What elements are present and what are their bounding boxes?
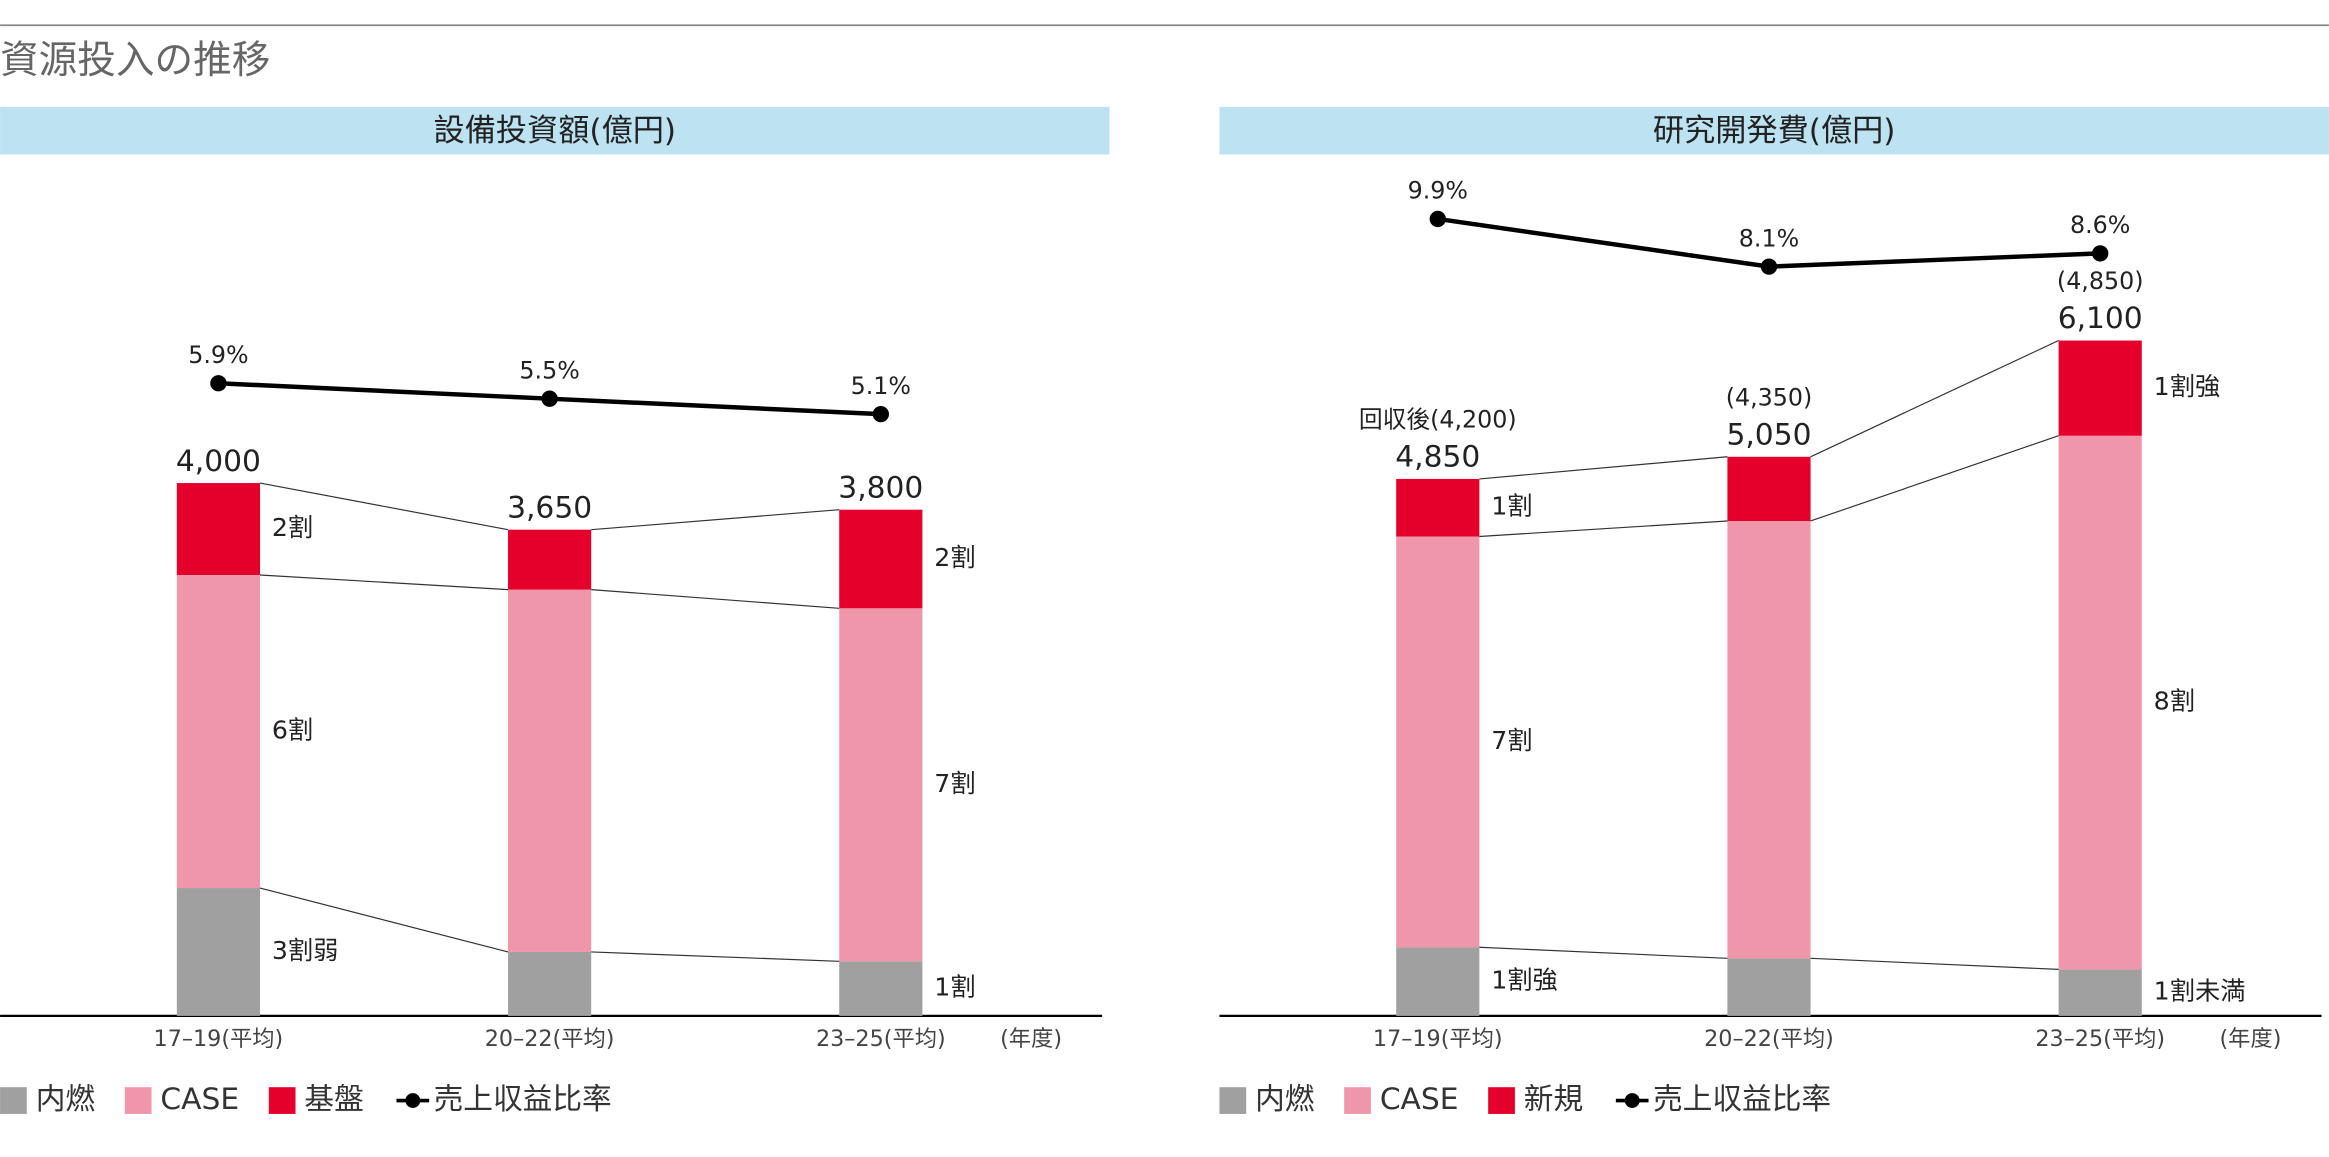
x-unit: (年度) xyxy=(2219,1026,2281,1052)
x-tick-label: 20–22(平均) xyxy=(485,1026,615,1052)
legend-label: CASE xyxy=(1380,1082,1459,1117)
legend-swatch xyxy=(1344,1087,1371,1114)
x-tick-label: 23–25(平均) xyxy=(2035,1026,2165,1052)
connector xyxy=(1479,946,1728,959)
connector xyxy=(591,509,840,531)
total-label: 4,850 xyxy=(1395,440,1480,475)
share-label: 1割 xyxy=(934,973,975,1002)
bar-segment xyxy=(508,951,592,1016)
bar-segment xyxy=(176,483,260,575)
legend-dot xyxy=(405,1093,421,1108)
total-label: 5,050 xyxy=(1726,417,1811,452)
connector xyxy=(1479,456,1728,480)
x-unit: (年度) xyxy=(1000,1026,1062,1052)
share-label: 3割弱 xyxy=(272,936,339,965)
bar-segment xyxy=(176,888,260,1016)
total-label: 3,650 xyxy=(507,490,592,525)
bar-segment xyxy=(1396,947,1480,1016)
x-tick-label: 20–22(平均) xyxy=(1704,1026,1834,1052)
connector xyxy=(259,887,509,953)
bar-segment xyxy=(2058,340,2142,436)
title-band xyxy=(0,106,1110,155)
x-tick-label: 23–25(平均) xyxy=(816,1026,946,1052)
ratio-label: 5.5% xyxy=(519,356,579,384)
annotation: (4,350) xyxy=(1726,383,1813,411)
share-label: 7割 xyxy=(1491,726,1532,755)
bar-segment xyxy=(2058,969,2142,1016)
legend-swatch xyxy=(1488,1087,1515,1114)
connector xyxy=(259,482,509,531)
bar-segment xyxy=(1396,536,1480,948)
connector xyxy=(1479,520,1728,538)
bar-segment xyxy=(2058,435,2142,970)
legend-label: 内燃 xyxy=(36,1082,96,1117)
total-label: 3,800 xyxy=(838,470,923,505)
share-label: 6割 xyxy=(272,716,313,745)
ratio-label: 8.6% xyxy=(2070,211,2130,239)
legend-swatch xyxy=(0,1087,27,1114)
legend-label: 売上収益比率 xyxy=(1653,1082,1831,1117)
legend-label: 内燃 xyxy=(1255,1082,1315,1117)
connector xyxy=(1810,957,2059,970)
annotation: (4,850) xyxy=(2057,267,2144,295)
bar-segment xyxy=(1727,520,1811,959)
share-label: 1割強 xyxy=(1491,966,1558,995)
connector xyxy=(1810,339,2059,458)
ratio-label: 5.1% xyxy=(851,372,911,400)
bar-segment xyxy=(1396,478,1480,537)
x-tick-label: 17–19(平均) xyxy=(154,1026,284,1052)
ratio-dot xyxy=(872,405,889,423)
legend-label: 売上収益比率 xyxy=(434,1082,612,1117)
legend-dot xyxy=(1624,1093,1640,1108)
ratio-label: 5.9% xyxy=(188,341,248,369)
legend-swatch xyxy=(1219,1087,1247,1114)
ratio-dot xyxy=(1429,210,1446,228)
page-title: 資源投入の推移 xyxy=(0,38,270,83)
bar-segment xyxy=(1727,456,1811,521)
connector xyxy=(259,574,509,591)
share-label: 1割未満 xyxy=(2154,977,2246,1006)
bar-segment xyxy=(839,608,923,962)
ratio-label: 8.1% xyxy=(1739,224,1799,252)
share-label: 7割 xyxy=(934,769,975,798)
share-label: 2割 xyxy=(272,513,313,542)
chart-title: 設備投資額(億円) xyxy=(434,113,677,149)
ratio-label: 9.9% xyxy=(1408,177,1468,205)
connector xyxy=(591,951,840,962)
bar-segment xyxy=(508,529,592,590)
title-band xyxy=(1219,106,2329,155)
share-label: 2割 xyxy=(934,543,975,572)
ratio-dot xyxy=(1760,258,1778,275)
bar-segment xyxy=(839,961,923,1016)
chart-title: 研究開発費(億円) xyxy=(1653,113,1896,149)
ratio-dot xyxy=(541,390,558,407)
legend-label: 新規 xyxy=(1524,1082,1583,1117)
total-label: 6,100 xyxy=(2058,301,2143,336)
share-label: 1割 xyxy=(1491,492,1532,521)
bar-segment xyxy=(839,509,923,609)
legend-label: CASE xyxy=(160,1082,239,1117)
legend-label: 基盤 xyxy=(304,1082,363,1117)
connector xyxy=(1810,435,2059,522)
legend-swatch xyxy=(124,1087,152,1114)
share-label: 8割 xyxy=(2154,687,2195,716)
legend-swatch xyxy=(268,1087,296,1114)
connector xyxy=(591,589,840,609)
bar-segment xyxy=(1727,958,1811,1016)
bar-segment xyxy=(508,589,592,952)
bar-segment xyxy=(176,574,260,889)
ratio-dot xyxy=(210,375,227,392)
share-label: 1割強 xyxy=(2154,372,2221,401)
annotation: 回収後(4,200) xyxy=(1359,405,1517,433)
total-label: 4,000 xyxy=(176,444,261,479)
x-tick-label: 17–19(平均) xyxy=(1373,1026,1503,1052)
ratio-dot xyxy=(2092,245,2109,262)
